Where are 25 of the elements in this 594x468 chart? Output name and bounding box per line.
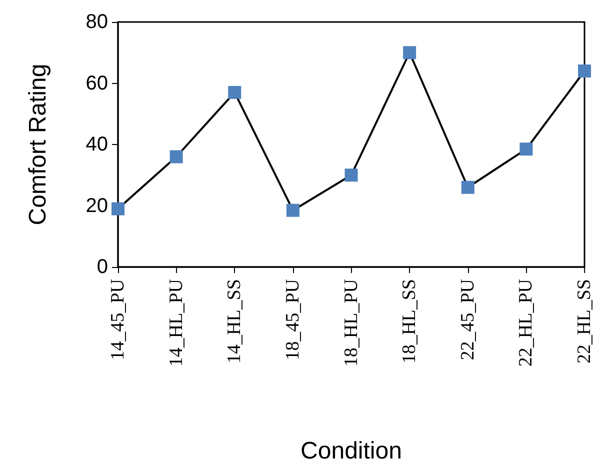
x-tick-label: 14_45_PU bbox=[108, 278, 128, 360]
y-tick-label: 60 bbox=[86, 72, 108, 94]
point bbox=[228, 86, 242, 99]
x-tick-label: 14_HL_SS bbox=[224, 279, 246, 364]
x-tick-label: 22_45_PU bbox=[457, 278, 478, 360]
point bbox=[286, 204, 300, 217]
y-tick-label: 80 bbox=[86, 11, 108, 33]
point bbox=[403, 46, 416, 60]
point bbox=[344, 168, 358, 182]
point bbox=[520, 142, 533, 156]
x-tick-label: 18_45_PU bbox=[282, 278, 304, 360]
y-tick-label: 20 bbox=[86, 194, 108, 217]
point bbox=[578, 64, 591, 78]
point bbox=[170, 150, 183, 164]
y-tick-label: 0 bbox=[96, 256, 108, 278]
x-tick-label: 14_HL_PU bbox=[166, 278, 187, 367]
x-tick-label: 18_HL_PU bbox=[340, 278, 362, 367]
point bbox=[112, 202, 124, 216]
point bbox=[461, 180, 474, 194]
x-axis-title: Condition bbox=[300, 438, 402, 464]
x-tick-label: 22_HL_PU bbox=[516, 278, 537, 367]
y-axis-title: Comfort Rating bbox=[24, 64, 52, 226]
x-tick-label: 22_HL_SS bbox=[574, 279, 594, 364]
x-tick-label: 18_HL_SS bbox=[399, 279, 420, 364]
y-tick-label: 40 bbox=[86, 134, 108, 156]
